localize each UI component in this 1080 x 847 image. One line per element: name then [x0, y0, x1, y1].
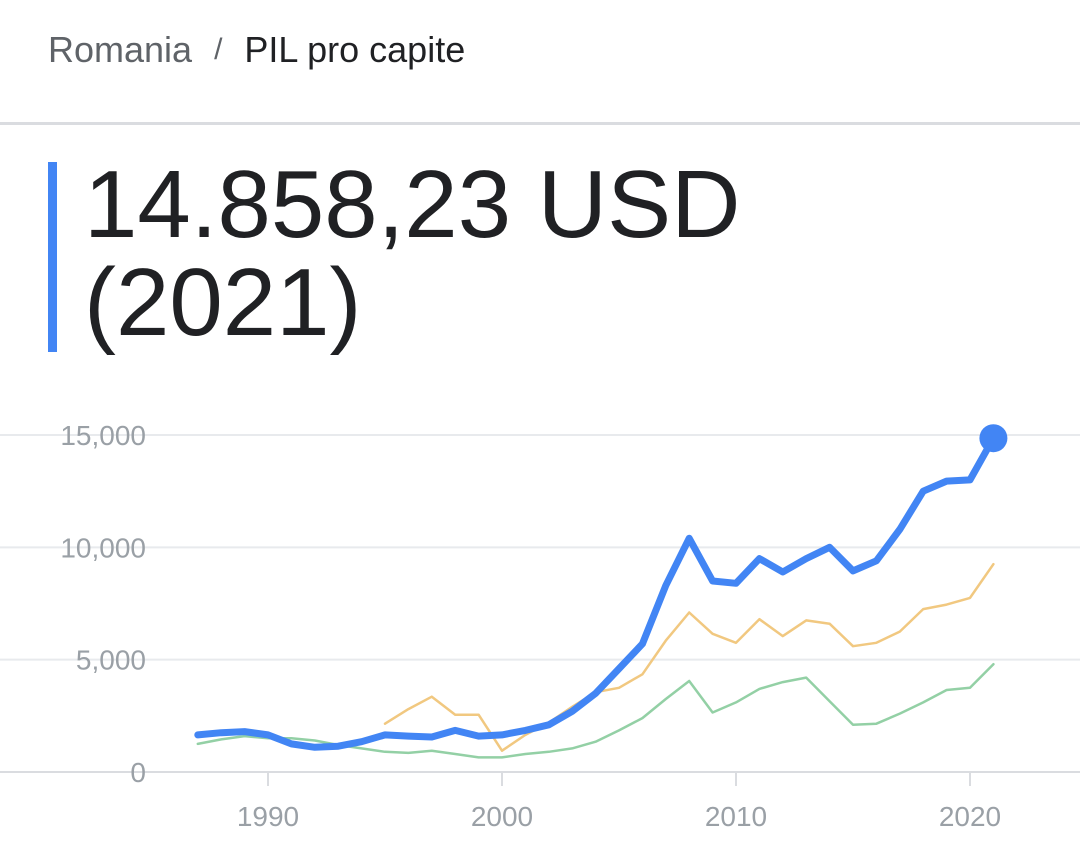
x-tick-label: 2000	[471, 801, 533, 832]
headline-value-line: 14.858,23 USD	[84, 151, 741, 258]
y-tick-label: 10,000	[60, 532, 146, 563]
series-line-1	[194, 434, 997, 751]
grid-layer	[0, 434, 1080, 773]
x-tick-label: 2010	[705, 801, 767, 832]
latest-value-point[interactable]	[979, 424, 1008, 453]
breadcrumb-country[interactable]: Romania	[48, 29, 193, 70]
series-line-3	[196, 662, 995, 759]
headline-value: 14.858,23 USD (2021)	[48, 156, 740, 352]
series-line-2	[383, 562, 995, 752]
series-layer	[194, 424, 1008, 759]
breadcrumb-separator: /	[214, 33, 223, 66]
y-tick-label: 5,000	[76, 645, 146, 676]
headline-year-line: (2021)	[84, 249, 362, 356]
x-tick-label: 2020	[939, 801, 1001, 832]
x-tick-label: 1990	[237, 801, 299, 832]
header-divider	[0, 122, 1080, 125]
headline-text: 14.858,23 USD (2021)	[84, 156, 740, 352]
y-tick-label: 15,000	[60, 420, 146, 451]
breadcrumb-metric: PIL pro capite	[244, 29, 466, 70]
breadcrumb: Romania / PIL pro capite	[48, 22, 465, 78]
x-axis-ticks: 1990 2000 2010 2020	[237, 772, 1001, 832]
accent-bar	[48, 162, 57, 352]
y-tick-label: 0	[130, 757, 146, 788]
y-axis-ticks: 0 5,000 10,000 15,000	[60, 420, 146, 788]
